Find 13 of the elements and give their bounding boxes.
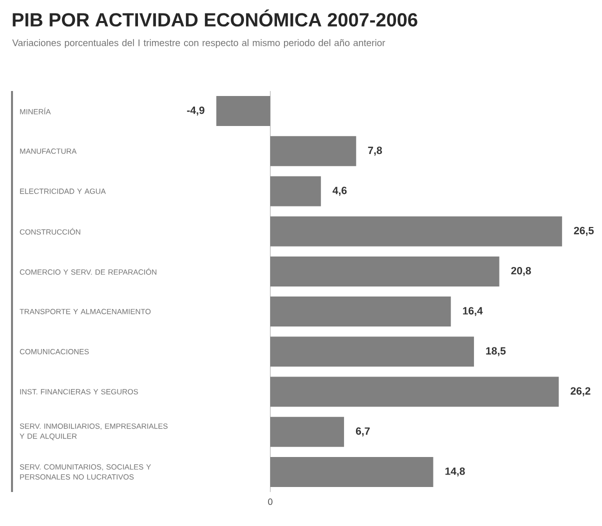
data-label: -4,9 <box>187 106 204 116</box>
data-label: 16,4 <box>463 307 483 316</box>
data-label: 26,5 <box>574 226 594 236</box>
data-label: 14,8 <box>445 467 465 476</box>
data-label: 18,5 <box>486 347 506 356</box>
data-label: 26,2 <box>570 387 590 396</box>
data-label: 6,7 <box>356 427 370 436</box>
data-label: 4,6 <box>332 186 347 196</box>
ref-line-label: 0 <box>268 498 272 505</box>
chart-subtitle: Variaciones porcentuales del I trimestre con respecto al mismo periodo del año anterior <box>12 39 386 48</box>
data-label: 7,8 <box>368 146 382 156</box>
data-label: 20,8 <box>511 266 531 276</box>
chart-title: PIB POR ACTIVIDAD ECONÓMICA 2007-2006 <box>12 10 418 27</box>
